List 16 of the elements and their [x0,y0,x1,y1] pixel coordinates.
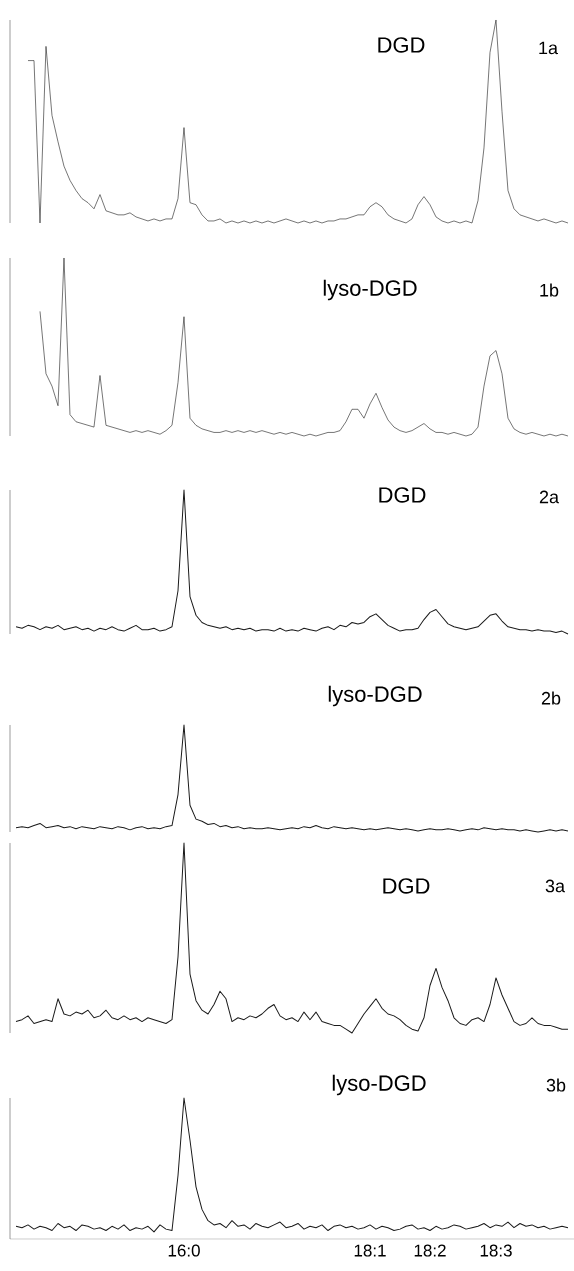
x-tick-label: 18:3 [480,1244,512,1257]
annotation: 1b [540,283,559,297]
x-tick-label: 16:0 [168,1244,200,1257]
text: lyso-DGD [328,685,422,707]
annotation: 1a [539,41,558,55]
annotation: DGD [379,487,426,503]
text: 2b [541,691,561,705]
annotation: 3a [545,879,565,893]
annotation: DGD [383,878,430,894]
text: lyso-DGD [332,1074,426,1096]
text: 3b [546,1078,566,1092]
x-tick-label: 18:2 [414,1244,446,1257]
annotation: lyso-DGD [323,279,417,301]
annotation: 2a [539,490,559,504]
x-tick-label: 18:1 [354,1244,386,1257]
annotation: DGD [378,37,425,53]
